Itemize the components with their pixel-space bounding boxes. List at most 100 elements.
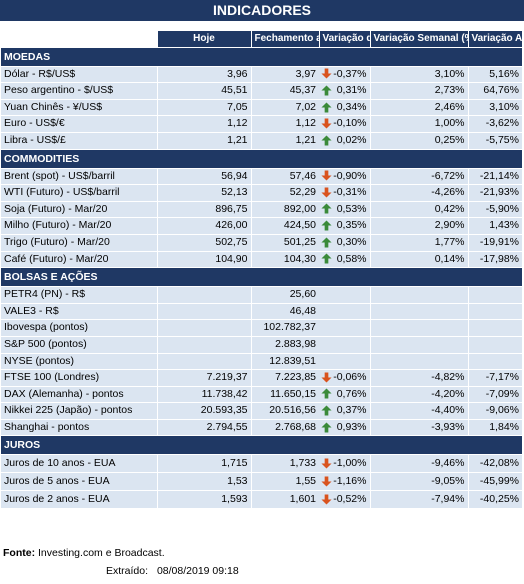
value-hoje: 3,96	[156, 66, 251, 84]
section-header-row: COMMODITIES	[1, 149, 522, 169]
arrow-up-icon	[320, 405, 332, 416]
col-header-var-anual: Variação Anual (%)	[468, 31, 523, 48]
trend-arrow-cell	[319, 472, 333, 492]
trend-arrow-cell	[319, 99, 333, 117]
value-fechamento: 1,21	[250, 132, 319, 150]
value-fechamento: 1,733	[250, 454, 319, 474]
table-row: Peso argentino - $/US$ 45,51 45,37 0,31% 2,7…	[1, 82, 522, 100]
table-row: PETR4 (PN) - R$ 25,60	[1, 286, 522, 304]
value-var-semanal: -4,20%	[369, 386, 468, 404]
trend-arrow-cell	[319, 369, 333, 387]
value-hoje: 1,21	[156, 132, 251, 150]
value-var-semanal: -4,40%	[369, 402, 468, 420]
value-var-anual	[467, 353, 522, 371]
indicator-name: DAX (Alemanha) - pontos	[1, 386, 157, 404]
value-fechamento: 1,55	[250, 472, 319, 492]
value-var-semanal: -9,05%	[369, 472, 468, 492]
value-hoje: 1,53	[156, 472, 251, 492]
indicator-name: S&P 500 (pontos)	[1, 336, 157, 354]
arrow-down-icon	[320, 476, 332, 487]
indicator-name: Café (Futuro) - Mar/20	[1, 251, 157, 269]
indicator-name: WTI (Futuro) - US$/barril	[1, 184, 157, 202]
value-fechamento: 45,37	[250, 82, 319, 100]
value-var-semanal: 1,00%	[369, 115, 468, 133]
value-var-semanal: 0,42%	[369, 201, 468, 219]
value-hoje	[156, 319, 251, 337]
indicator-name: Nikkei 225 (Japão) - pontos	[1, 402, 157, 420]
table-row: Yuan Chinês - ¥/US$ 7,05 7,02 0,34% 2,46% 3,1…	[1, 99, 522, 117]
value-fechamento: 2.883,98	[250, 336, 319, 354]
value-fechamento: 892,00	[250, 201, 319, 219]
value-hoje: 52,13	[156, 184, 251, 202]
indicator-name: Yuan Chinês - ¥/US$	[1, 99, 157, 117]
value-fechamento: 1,601	[250, 490, 319, 510]
value-var-semanal: -3,93%	[369, 419, 468, 437]
section-header-row: BOLSAS E AÇÕES	[1, 267, 522, 288]
value-var-diaria: 0,30%	[333, 234, 370, 252]
indicator-name: NYSE (pontos)	[1, 353, 157, 371]
value-fechamento: 25,60	[250, 286, 319, 304]
trend-arrow-cell	[319, 353, 333, 371]
section-label: COMMODITIES	[1, 149, 522, 169]
arrow-down-icon	[320, 170, 332, 181]
col-header-hoje: Hoje	[157, 31, 252, 48]
section-label: BOLSAS E AÇÕES	[1, 267, 522, 288]
value-var-anual: -5,90%	[467, 201, 522, 219]
indicators-table: Hoje Fechamento anterior Variação diária…	[1, 31, 523, 510]
value-hoje: 1,12	[156, 115, 251, 133]
value-hoje: 1,593	[156, 490, 251, 510]
table-header-row: Hoje Fechamento anterior Variação diária…	[1, 31, 523, 48]
table-row: Juros de 2 anos - EUA 1,593 1,601 -0,52% -7,…	[1, 490, 522, 510]
arrow-up-icon	[320, 203, 332, 215]
value-hoje: 2.794,55	[156, 419, 251, 437]
value-var-semanal: -9,46%	[369, 454, 468, 474]
trend-arrow-cell	[319, 132, 333, 150]
value-var-anual	[467, 336, 522, 354]
trend-arrow-cell	[319, 336, 333, 354]
value-var-semanal	[369, 303, 468, 321]
table-row: Juros de 5 anos - EUA 1,53 1,55 -1,16% -9,05…	[1, 472, 522, 492]
arrow-up-icon	[320, 422, 332, 433]
source-label: Fonte:	[3, 547, 36, 559]
arrow-down-icon	[320, 458, 332, 469]
value-fechamento: 3,97	[250, 66, 319, 84]
arrow-down-icon	[320, 68, 332, 79]
value-hoje: 7.219,37	[156, 369, 251, 387]
table-row: Shanghai - pontos 2.794,55 2.768,68 0,93% -3…	[1, 419, 522, 437]
value-var-diaria: 0,34%	[333, 99, 370, 117]
value-var-semanal: 0,25%	[369, 132, 468, 150]
value-var-diaria: -0,10%	[333, 115, 370, 133]
indicator-name: Juros de 5 anos - EUA	[1, 472, 157, 492]
value-fechamento: 501,25	[250, 234, 319, 252]
value-var-anual: -7,09%	[467, 386, 522, 404]
value-var-anual: 1,84%	[467, 419, 522, 437]
value-var-anual: -17,98%	[467, 251, 522, 269]
trend-arrow-cell	[319, 251, 333, 269]
value-hoje: 20.593,35	[156, 402, 251, 420]
trend-arrow-cell	[319, 402, 333, 420]
value-var-anual: -9,06%	[467, 402, 522, 420]
table-row: Ibovespa (pontos) 102.782,37	[1, 319, 522, 337]
section-label: MOEDAS	[1, 47, 522, 67]
trend-arrow-cell	[319, 286, 333, 304]
value-var-semanal	[369, 336, 468, 354]
table-row: Milho (Futuro) - Mar/20 426,00 424,50 0,35%…	[1, 217, 522, 235]
value-var-diaria: -0,52%	[333, 490, 370, 510]
arrow-down-icon	[320, 494, 332, 505]
indicator-name: Libra - US$/£	[1, 132, 157, 150]
trend-arrow-cell	[319, 168, 333, 186]
indicator-name: Milho (Futuro) - Mar/20	[1, 217, 157, 235]
trend-arrow-cell	[319, 66, 333, 84]
value-fechamento: 20.516,56	[250, 402, 319, 420]
value-var-diaria	[333, 286, 370, 304]
value-var-anual: -7,17%	[467, 369, 522, 387]
value-var-diaria	[333, 336, 370, 354]
indicator-name: FTSE 100 (Londres)	[1, 369, 157, 387]
value-fechamento: 424,50	[250, 217, 319, 235]
trend-arrow-cell	[319, 115, 333, 133]
trend-arrow-cell	[319, 386, 333, 404]
value-var-diaria: 0,37%	[333, 402, 370, 420]
section-label: JUROS	[1, 435, 522, 456]
table-body: MOEDAS Dólar - R$/US$ 3,96 3,97 -0,37% 3,10% 5…	[1, 47, 522, 510]
value-var-semanal: 3,10%	[369, 66, 468, 84]
